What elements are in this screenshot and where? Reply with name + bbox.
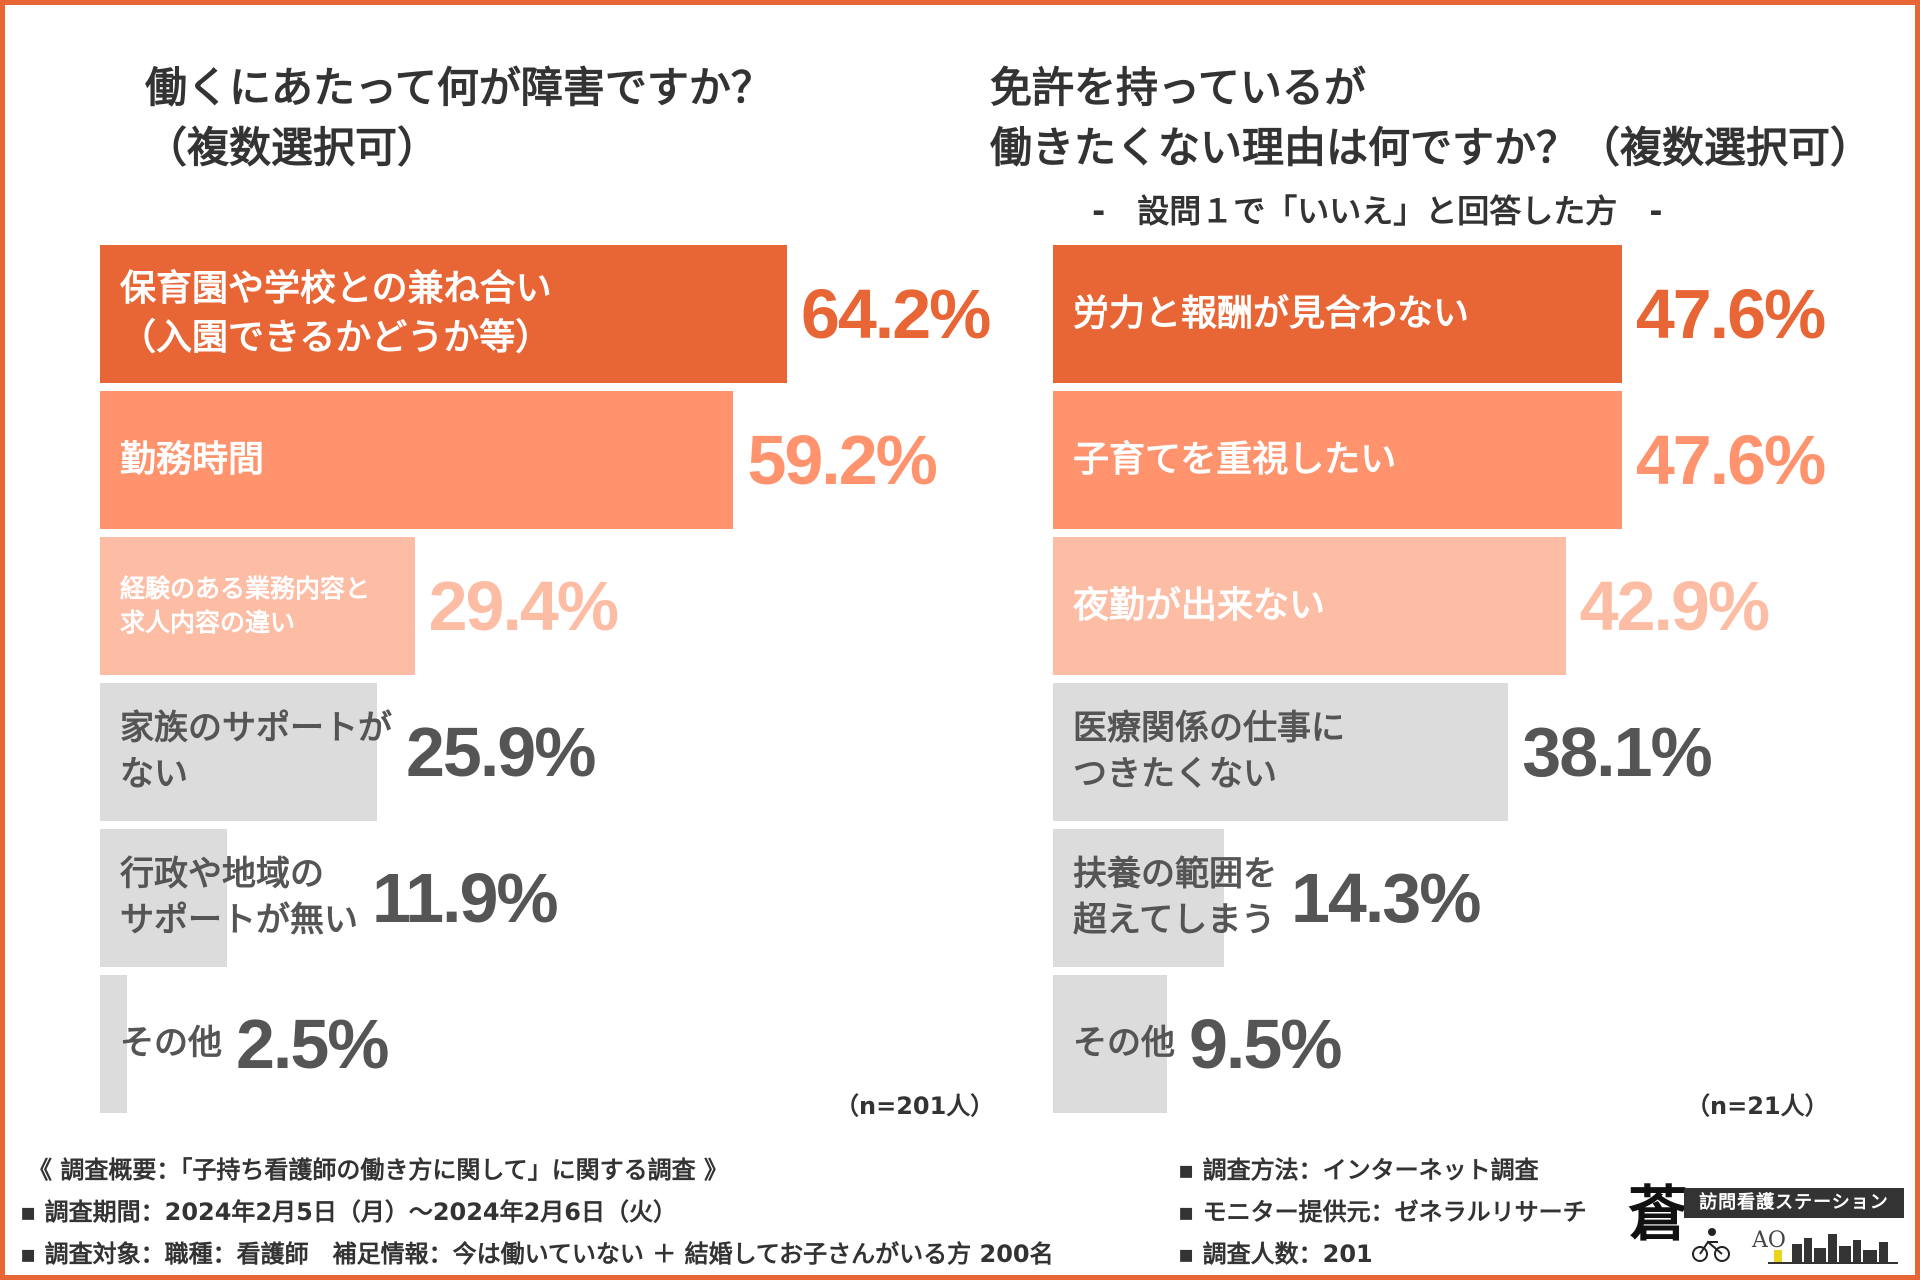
logo-town-bicycle-icon: [1692, 1228, 1898, 1264]
logo-kanji: 蒼: [1628, 1180, 1688, 1250]
survey-target: ▪ 調査対象：職種：看護師 補足情報：今は働いていない ＋ 結婚してお子さんがい…: [20, 1240, 1054, 1268]
bar-value-2: 59.2%: [747, 421, 937, 499]
bar-value-1: 64.2%: [800, 275, 991, 353]
bar-5: [100, 829, 228, 967]
left-chart-title-line2: （複数選択可）: [145, 123, 440, 172]
survey-method: ▪ 調査方法：インターネット調査: [1178, 1156, 1539, 1184]
bar-4: [100, 683, 378, 821]
logo-banner: 訪問看護ステーション: [1684, 1188, 1904, 1218]
bar-2: [1053, 391, 1622, 529]
bar-4: [1053, 683, 1509, 821]
bar-value-3: 29.4%: [428, 567, 619, 645]
left-bar-chart: 保育園や学校との兼ね合い （入園できるかどうか等） 64.2% 勤務時間 59.2% 経…: [100, 245, 1000, 1115]
right-bar-chart: 労力と報酬が見合わない 47.6% 子育てを重視したい 47.6% 夜勤が出来ない 42.…: [1053, 245, 1913, 1115]
left-chart-title-line1: 働くにあたって何が障害ですか？: [145, 63, 773, 112]
bar-2: [100, 391, 734, 529]
bar-value-5: 14.3%: [1291, 859, 1481, 937]
logo-ao: AO: [1752, 1228, 1786, 1253]
bar-3: [1053, 537, 1566, 675]
bar-value-6: 9.5%: [1189, 1005, 1343, 1083]
bar-value-3: 42.9%: [1579, 567, 1770, 645]
bar-6: [100, 975, 127, 1113]
bar-value-5: 11.9%: [372, 859, 559, 937]
right-chart-subtitle: - 設問１で「いいえ」と回答した方 -: [1092, 192, 1663, 230]
bar-value-2: 47.6%: [1635, 421, 1826, 499]
bar-1: [1053, 245, 1622, 383]
bar-value-4: 25.9%: [406, 713, 596, 791]
bar-value-4: 38.1%: [1522, 713, 1712, 791]
left-sample-size: （n=201人）: [835, 1092, 995, 1120]
bar-5: [1053, 829, 1224, 967]
right-chart-title-line1: 免許を持っているが: [990, 63, 1366, 112]
right-chart-title-line2: 働きたくない理由は何ですか？（複数選択可）: [990, 123, 1873, 172]
survey-count: ▪ 調査人数：201: [1178, 1240, 1373, 1268]
right-sample-size: （n=21人）: [1686, 1092, 1829, 1120]
survey-summary: 《 調査概要：「子持ち看護師の働き方に関して」に関する調査 》: [28, 1156, 728, 1184]
bar-value-6: 2.5%: [236, 1005, 390, 1083]
company-logo: 蒼 訪問看護ステーション AO: [1628, 1180, 1908, 1270]
bar-6: [1053, 975, 1167, 1113]
bar-value-1: 47.6%: [1635, 275, 1826, 353]
bar-label-6: その他: [120, 1023, 222, 1064]
bar-3: [100, 537, 415, 675]
survey-provider: ▪ モニター提供元：ゼネラルリサーチ: [1178, 1198, 1587, 1226]
bar-1: [100, 245, 787, 383]
survey-period: ▪ 調査期間：2024年2月5日（月）～2024年2月6日（火）: [20, 1198, 678, 1226]
